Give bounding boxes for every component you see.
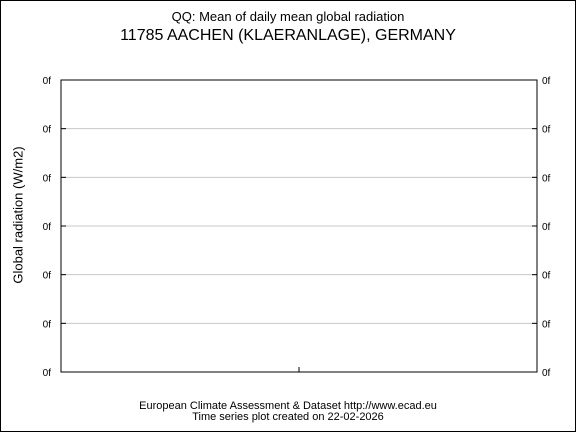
y-tick-label-left: 0f bbox=[43, 125, 52, 136]
y-tick-label-right: 0f bbox=[542, 271, 551, 282]
y-tick-label-left: 0f bbox=[43, 222, 52, 233]
y-tick-label-left: 0f bbox=[43, 319, 52, 330]
y-tick-label-right: 0f bbox=[542, 76, 551, 87]
y-tick-label-right: 0f bbox=[542, 368, 551, 379]
axis-ticks: 0f 0f 0f 0f 0f 0f 0f 0f 0f 0f 0f 0f 0f 0f bbox=[43, 76, 551, 379]
chart-title: QQ: Mean of daily mean global radiation bbox=[171, 9, 405, 24]
chart-subtitle: 11785 AACHEN (KLAERANLAGE), GERMANY bbox=[120, 27, 456, 44]
y-tick-label-right: 0f bbox=[542, 222, 551, 233]
y-tick-label-left: 0f bbox=[43, 76, 52, 87]
y-tick-label-right: 0f bbox=[542, 319, 551, 330]
grid-lines bbox=[61, 128, 537, 324]
footer-source: European Climate Assessment & Dataset ht… bbox=[139, 400, 437, 412]
y-tick-label-right: 0f bbox=[542, 173, 551, 184]
y-tick-label-left: 0f bbox=[43, 368, 52, 379]
y-tick-label-left: 0f bbox=[43, 271, 52, 282]
y-axis-label: Global radiation (W/m2) bbox=[10, 146, 26, 284]
y-tick-label-left: 0f bbox=[43, 173, 52, 184]
footer-created: Time series plot created on 22-02-2026 bbox=[192, 411, 384, 423]
y-tick-label-right: 0f bbox=[542, 125, 551, 136]
